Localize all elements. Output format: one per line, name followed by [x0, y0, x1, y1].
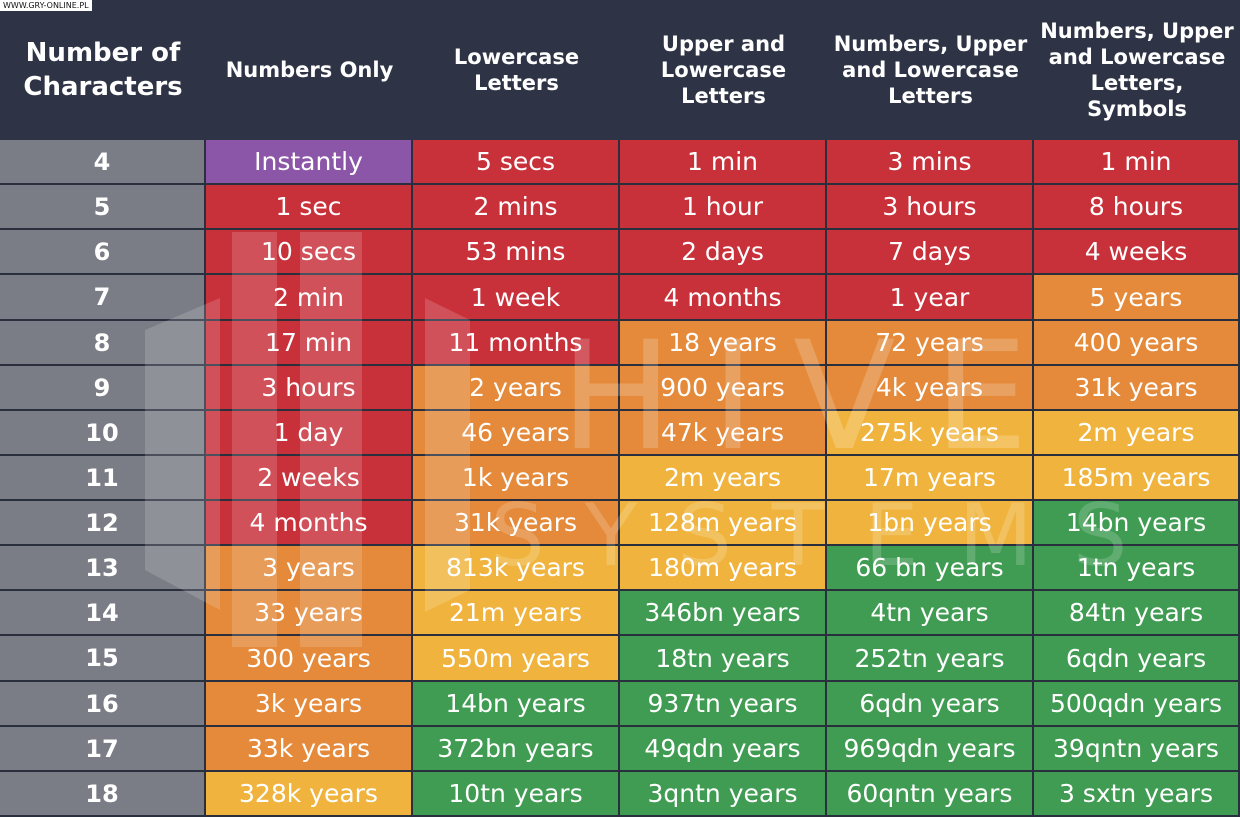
time-cell: 328k years — [206, 772, 413, 817]
time-cell: 3qntn years — [620, 772, 827, 817]
row-label: 16 — [0, 682, 206, 727]
row-label: 9 — [0, 366, 206, 411]
time-cell: 1tn years — [1034, 546, 1240, 591]
column-header-3: Upper and Lowercase Letters — [660, 32, 787, 108]
time-cell: 180m years — [620, 546, 827, 591]
row-label: 15 — [0, 636, 206, 682]
row-label: 6 — [0, 230, 206, 275]
time-cell: 2m years — [620, 456, 827, 501]
time-cell: 185m years — [1034, 456, 1240, 501]
time-cell: 969qdn years — [827, 727, 1034, 772]
time-cell: 1 sec — [206, 185, 413, 230]
time-cell: 10 secs — [206, 230, 413, 275]
time-cell: 33k years — [206, 727, 413, 772]
time-cell: 3 sxtn years — [1034, 772, 1240, 817]
time-cell: 4 months — [620, 275, 827, 321]
time-cell: 18tn years — [620, 636, 827, 682]
time-cell: 17m years — [827, 456, 1034, 501]
time-cell: 14bn years — [1034, 501, 1240, 546]
time-cell: 14bn years — [413, 682, 620, 727]
time-cell: 31k years — [1034, 366, 1240, 411]
time-cell: 2 mins — [413, 185, 620, 230]
time-cell: 11 months — [413, 321, 620, 366]
time-cell: 128m years — [620, 501, 827, 546]
time-cell: 2m years — [1034, 411, 1240, 456]
time-cell: 300 years — [206, 636, 413, 682]
time-cell: 72 years — [827, 321, 1034, 366]
time-cell: 1 year — [827, 275, 1034, 321]
time-cell: 3 hours — [827, 185, 1034, 230]
time-cell: 18 years — [620, 321, 827, 366]
time-cell: 39qntn years — [1034, 727, 1240, 772]
time-cell: 4 months — [206, 501, 413, 546]
time-cell: 1 min — [1034, 140, 1240, 185]
time-cell: 4tn years — [827, 591, 1034, 636]
row-label: 13 — [0, 546, 206, 591]
time-cell: 1 day — [206, 411, 413, 456]
time-cell: 6qdn years — [827, 682, 1034, 727]
time-cell: 1 min — [620, 140, 827, 185]
time-cell: 400 years — [1034, 321, 1240, 366]
time-cell: 6qdn years — [1034, 636, 1240, 682]
time-cell: 2 min — [206, 275, 413, 321]
time-cell: 49qdn years — [620, 727, 827, 772]
time-cell: 252tn years — [827, 636, 1034, 682]
time-cell: 1 hour — [620, 185, 827, 230]
row-label: 5 — [0, 185, 206, 230]
column-header-1: Numbers Only — [225, 58, 394, 82]
time-cell: 275k years — [827, 411, 1034, 456]
time-cell: 550m years — [413, 636, 620, 682]
time-cell: 5 secs — [413, 140, 620, 185]
time-cell: 346bn years — [620, 591, 827, 636]
time-cell: 900 years — [620, 366, 827, 411]
time-cell: 500qdn years — [1034, 682, 1240, 727]
source-tag: WWW.GRY-ONLINE.PL — [0, 0, 92, 11]
time-cell: 66 bn years — [827, 546, 1034, 591]
time-cell: 2 days — [620, 230, 827, 275]
time-cell: 21m years — [413, 591, 620, 636]
time-cell: 1bn years — [827, 501, 1034, 546]
time-cell: 8 hours — [1034, 185, 1240, 230]
time-cell: 2 years — [413, 366, 620, 411]
time-cell: 4k years — [827, 366, 1034, 411]
time-cell: 1k years — [413, 456, 620, 501]
time-cell: 53 mins — [413, 230, 620, 275]
row-label: 10 — [0, 411, 206, 456]
time-cell: 10tn years — [413, 772, 620, 817]
time-cell: 4 weeks — [1034, 230, 1240, 275]
time-cell: 372bn years — [413, 727, 620, 772]
time-cell: 1 week — [413, 275, 620, 321]
column-header-4: Numbers, Upper and Lowercase Letters — [833, 32, 1028, 108]
row-label: 12 — [0, 501, 206, 546]
time-cell: 2 weeks — [206, 456, 413, 501]
time-cell: 33 years — [206, 591, 413, 636]
row-label: 11 — [0, 456, 206, 501]
time-cell: 937tn years — [620, 682, 827, 727]
time-cell: 3k years — [206, 682, 413, 727]
time-cell: 3 years — [206, 546, 413, 591]
row-label: 14 — [0, 591, 206, 636]
row-label: 8 — [0, 321, 206, 366]
time-cell: 46 years — [413, 411, 620, 456]
row-label: 17 — [0, 727, 206, 772]
time-cell: 5 years — [1034, 275, 1240, 321]
row-label: 18 — [0, 772, 206, 817]
time-cell: 7 days — [827, 230, 1034, 275]
time-cell: 60qntn years — [827, 772, 1034, 817]
column-header-2: Lowercase Letters — [453, 45, 580, 95]
time-cell: 3 mins — [827, 140, 1034, 185]
time-cell: 84tn years — [1034, 591, 1240, 636]
row-label: 7 — [0, 275, 206, 321]
table-header: Number of Characters Numbers Only Lowercas… — [0, 0, 1240, 140]
time-cell: 47k years — [620, 411, 827, 456]
time-cell: 3 hours — [206, 366, 413, 411]
time-cell: Instantly — [206, 140, 413, 185]
column-header-5: Numbers, Upper and Lowercase Letters, Sy… — [1040, 19, 1234, 121]
time-cell: 17 min — [206, 321, 413, 366]
time-cell: 813k years — [413, 546, 620, 591]
row-label: 4 — [0, 140, 206, 185]
column-header-characters: Number of Characters — [23, 38, 183, 102]
time-cell: 31k years — [413, 501, 620, 546]
